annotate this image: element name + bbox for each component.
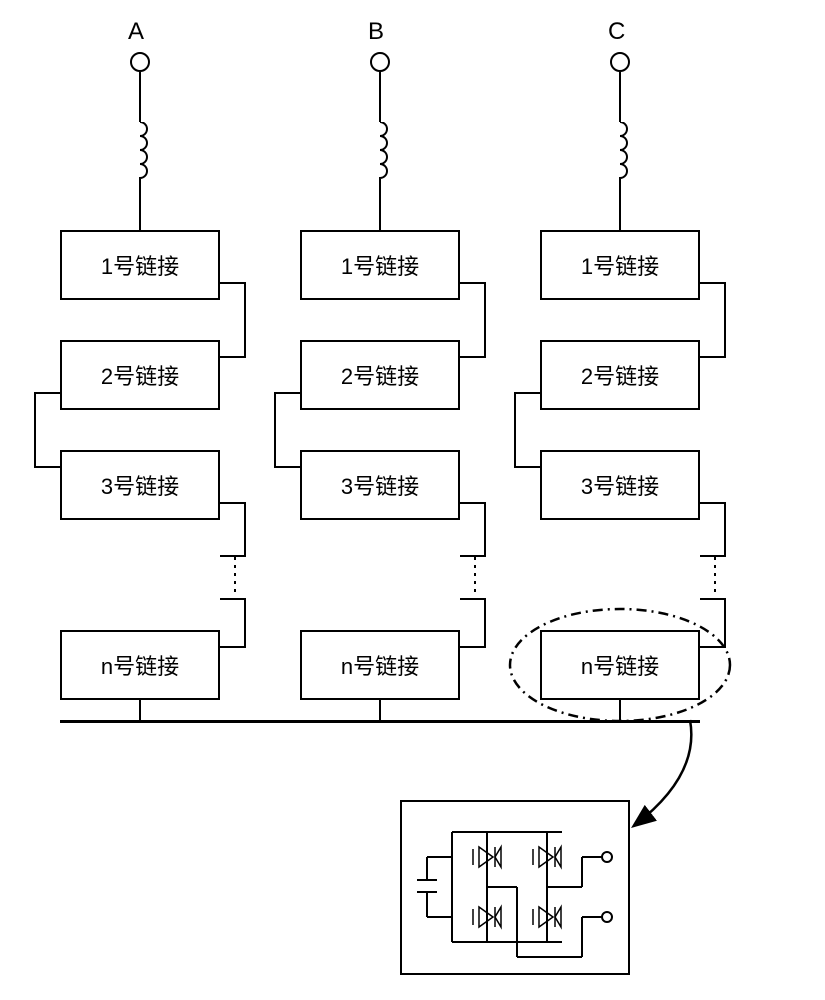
connector-b-3-d xyxy=(460,502,486,557)
link-box-c2: 2号链接 xyxy=(540,340,700,410)
link-label: 3号链接 xyxy=(581,469,659,501)
link-label: 2号链接 xyxy=(581,359,659,391)
connector-a-d-n xyxy=(220,598,246,648)
connector-c-2-3 xyxy=(514,392,540,468)
inductor-c xyxy=(609,122,631,180)
connector-b-d-n xyxy=(460,598,486,648)
link-label: 2号链接 xyxy=(101,359,179,391)
connector-a-3-d xyxy=(220,502,246,557)
dots-b xyxy=(465,557,485,602)
phase-label-b: B xyxy=(368,18,384,46)
link-label: 1号链接 xyxy=(581,249,659,281)
link-box-b3: 3号链接 xyxy=(300,450,460,520)
connector-b-2-3 xyxy=(274,392,300,468)
wire-c2 xyxy=(619,180,621,230)
link-box-b1: 1号链接 xyxy=(300,230,460,300)
wire-b1 xyxy=(379,72,381,122)
link-label: 2号链接 xyxy=(341,359,419,391)
terminal-c xyxy=(610,52,630,72)
link-box-bn: n号链接 xyxy=(300,630,460,700)
connector-c-3-d xyxy=(700,502,726,557)
wire-c1 xyxy=(619,72,621,122)
link-label: n号链接 xyxy=(101,649,179,681)
terminal-a xyxy=(130,52,150,72)
link-label: 3号链接 xyxy=(341,469,419,501)
link-label: 3号链接 xyxy=(101,469,179,501)
link-label: 1号链接 xyxy=(101,249,179,281)
link-box-a3: 3号链接 xyxy=(60,450,220,520)
link-label: n号链接 xyxy=(341,649,419,681)
link-label: 1号链接 xyxy=(341,249,419,281)
connector-a-2-3 xyxy=(34,392,60,468)
wire-a2 xyxy=(139,180,141,230)
link-box-b2: 2号链接 xyxy=(300,340,460,410)
inductor-a xyxy=(129,122,151,180)
connector-a-1-2 xyxy=(220,282,246,358)
connector-b-1-2 xyxy=(460,282,486,358)
connector-c-1-2 xyxy=(700,282,726,358)
drop-b xyxy=(379,700,381,722)
link-box-a2: 2号链接 xyxy=(60,340,220,410)
link-box-an: n号链接 xyxy=(60,630,220,700)
drop-a xyxy=(139,700,141,722)
phase-label-a: A xyxy=(128,18,144,46)
dots-c xyxy=(705,557,725,602)
dots-a xyxy=(225,557,245,602)
link-box-a1: 1号链接 xyxy=(60,230,220,300)
detail-hbridge xyxy=(400,800,630,975)
link-box-c3: 3号链接 xyxy=(540,450,700,520)
callout-ellipse xyxy=(505,603,735,728)
terminal-b xyxy=(370,52,390,72)
wire-b2 xyxy=(379,180,381,230)
phase-label-c: C xyxy=(608,18,625,46)
inductor-b xyxy=(369,122,391,180)
wire-a1 xyxy=(139,72,141,122)
link-box-c1: 1号链接 xyxy=(540,230,700,300)
diagram-root: A B C 1号链接 2号链接 3号链接 n号链接 1号链接 2号链接 3号链接… xyxy=(0,0,825,1000)
